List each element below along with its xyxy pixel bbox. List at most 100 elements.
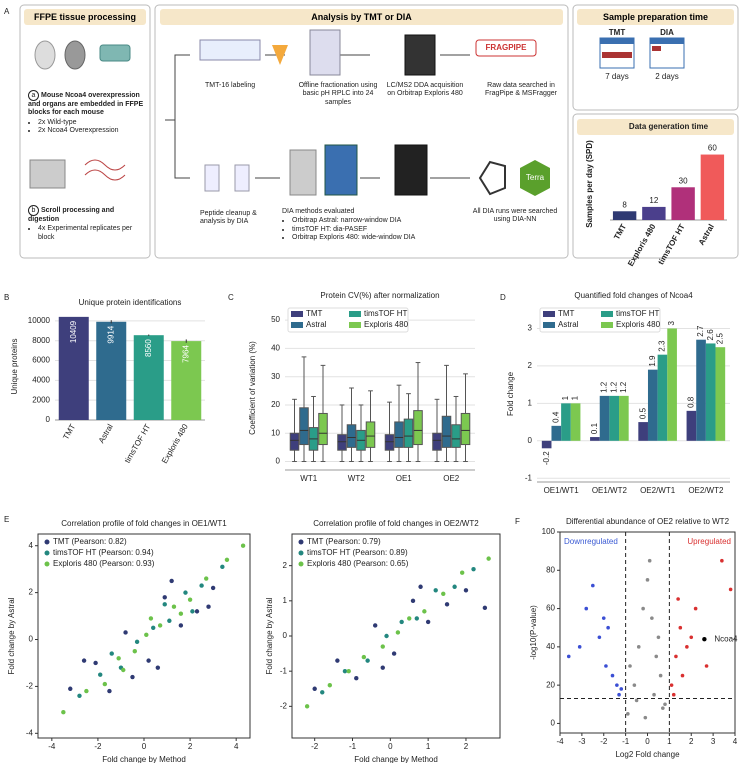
- step-title: Mouse Ncoa4 overexpression and organs ar…: [28, 92, 144, 117]
- point: [615, 683, 619, 687]
- point: [144, 632, 149, 638]
- point: [689, 635, 694, 640]
- y-tick-label: 10: [271, 428, 280, 437]
- x-tick-label: -1: [349, 742, 357, 751]
- flow-arrow: [165, 54, 190, 179]
- point: [98, 672, 103, 677]
- bar: [133, 335, 164, 420]
- legend-swatch: [349, 322, 361, 328]
- x-tick-label: -2: [600, 737, 608, 746]
- value-label: 1.9: [648, 355, 657, 367]
- bar: [667, 328, 677, 441]
- x-tick-label: 0: [142, 742, 147, 751]
- exploris-icon: [394, 144, 428, 196]
- point: [407, 616, 412, 621]
- point: [674, 654, 678, 659]
- point: [626, 712, 630, 716]
- value-label: 1: [571, 395, 580, 400]
- mouse-icon: [34, 40, 56, 70]
- point: [93, 660, 98, 666]
- y-tick-label: 50: [271, 315, 280, 324]
- y-tick-label: 0: [276, 457, 281, 466]
- x-tick-label: -1: [622, 737, 630, 746]
- bar: [686, 410, 697, 441]
- chart-title: Data generation time: [629, 122, 709, 131]
- fraction-tube: [272, 45, 288, 65]
- bar: [609, 395, 620, 441]
- y-tick-label: 80: [546, 565, 555, 574]
- step-a: a Mouse Ncoa4 overexpression and organs a…: [28, 90, 146, 136]
- legend-label: Exploris 480 (Pearson: 0.65): [307, 559, 409, 568]
- box: [337, 434, 347, 451]
- x-tick-label: 4: [234, 742, 239, 751]
- y-tick-label: 40: [546, 642, 555, 651]
- bullet: 4x Experimental replicates per block: [38, 225, 146, 242]
- point: [204, 576, 209, 581]
- legend-frame: [539, 307, 661, 333]
- point: [146, 658, 151, 663]
- x-tick-label: 1: [426, 742, 431, 751]
- box: [432, 432, 442, 451]
- value-label: 2.6: [706, 329, 715, 341]
- x-tick-label: 4: [733, 737, 738, 746]
- chart-title: Quantified fold changes of Ncoa4: [574, 291, 693, 300]
- y-tick-label: -2: [26, 682, 34, 691]
- y-axis-label: Fold change by Astral: [265, 597, 274, 674]
- value-label: 8560: [144, 339, 153, 357]
- point: [661, 706, 665, 710]
- point: [365, 658, 370, 663]
- ffpe-block: [99, 44, 131, 62]
- point: [678, 625, 683, 630]
- method-label: DIA: [660, 28, 674, 37]
- box: [365, 421, 376, 448]
- x-tick-label: -4: [556, 737, 564, 746]
- value-label: 8: [622, 200, 627, 209]
- chart-title: Correlation profile of fold changes in O…: [61, 519, 227, 528]
- point: [577, 645, 582, 649]
- legend-label: TMT (Pearson: 0.82): [53, 537, 127, 546]
- y-tick-label: 100: [542, 527, 556, 536]
- diann-logo: [478, 160, 506, 196]
- point: [395, 630, 401, 635]
- point: [636, 645, 641, 649]
- point: [647, 558, 652, 563]
- panel-label: D: [500, 293, 506, 302]
- legend-label: timsTOF HT: [616, 309, 660, 318]
- point: [422, 609, 427, 614]
- bar: [612, 211, 637, 220]
- value-label: 60: [708, 144, 717, 153]
- legend-label: Exploris 480: [616, 320, 661, 329]
- legend-label: TMT: [306, 309, 323, 318]
- x-tick-label: 3: [711, 737, 716, 746]
- point: [584, 606, 589, 611]
- point: [130, 674, 135, 680]
- point: [704, 664, 709, 668]
- box: [346, 424, 357, 448]
- x-tick-label: WT1: [300, 474, 317, 483]
- point: [619, 687, 624, 691]
- x-tick-label: timsTOF HT: [656, 222, 686, 266]
- y-tick-label: -1: [525, 473, 533, 482]
- point: [669, 683, 674, 687]
- bullet-list: 2x Wild-type 2x Ncoa4 Overexpression: [28, 119, 146, 136]
- point: [134, 639, 140, 645]
- x-tick-label: TMT: [61, 422, 77, 441]
- y-axis-label: Samples per day (SPD): [585, 140, 594, 228]
- y-axis-label: Unique proteins: [10, 338, 19, 394]
- section-header: Analysis by TMT or DIA: [160, 9, 563, 25]
- point: [354, 676, 359, 681]
- point: [654, 654, 659, 659]
- point: [312, 686, 317, 691]
- point: [190, 609, 195, 614]
- point: [414, 616, 419, 621]
- bar: [715, 347, 726, 441]
- point: [685, 645, 689, 649]
- point: [220, 564, 225, 570]
- highlight-point: [702, 637, 707, 642]
- legend-swatch: [601, 322, 613, 328]
- bar: [696, 339, 706, 441]
- box: [413, 410, 423, 446]
- chart-title: Differential abundance of OE2 relative t…: [566, 517, 730, 526]
- point: [157, 623, 163, 628]
- tmt-step: LC/MS2 DDA acquisition on Orbitrap Explo…: [386, 82, 464, 98]
